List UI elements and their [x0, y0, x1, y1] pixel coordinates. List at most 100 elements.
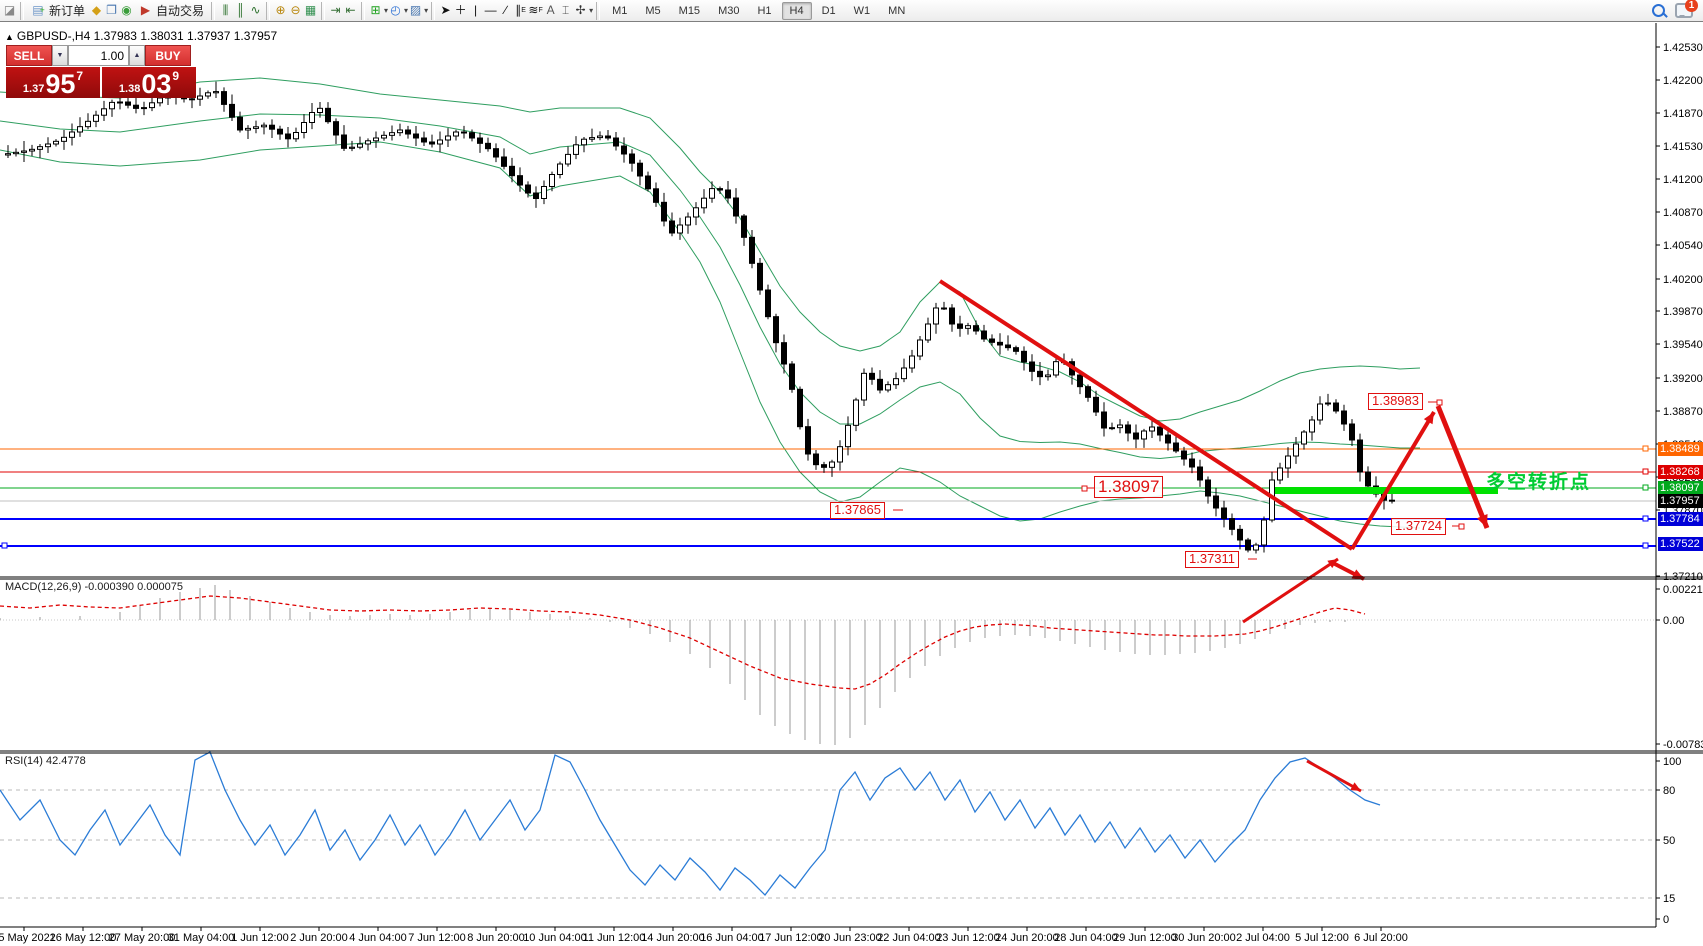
- candlestick: [453, 129, 459, 141]
- volume-increase-button[interactable]: ▲: [129, 45, 145, 66]
- trendline-icon[interactable]: ∕: [504, 3, 507, 17]
- tile-windows-icon[interactable]: ▦: [304, 3, 317, 17]
- date-label: 4 Jun 04:00: [349, 932, 407, 944]
- timeframe-M1[interactable]: M1: [612, 4, 628, 17]
- chart-canvas[interactable]: 1.42530 1.42200 1.41870 1.41530 1.41200 1.408…: [0, 22, 1703, 946]
- indicators-dropdown-arrow[interactable]: ▾: [384, 6, 389, 15]
- line-chart-icon[interactable]: ∿: [250, 3, 261, 17]
- turning-point-note[interactable]: 多空转折点: [1486, 472, 1592, 493]
- timeframe-H1[interactable]: H1: [757, 4, 772, 17]
- chart-shift-icon[interactable]: ⇥: [330, 3, 341, 17]
- timeframe-M15[interactable]: M15: [678, 4, 701, 17]
- search-icon[interactable]: [1652, 4, 1665, 17]
- date-label: 25 May 2021: [0, 932, 56, 944]
- bollinger-middle-band: [0, 113, 1420, 460]
- candlestick: [1157, 423, 1163, 442]
- timeframe-M5[interactable]: M5: [645, 4, 661, 17]
- cursor-icon[interactable]: ➤: [440, 3, 451, 17]
- price-label-1.37865[interactable]: 1.37865: [830, 502, 885, 519]
- candlestick: [925, 317, 931, 343]
- candlestick: [589, 128, 595, 142]
- new-order-button[interactable]: ▤ + 新订单: [27, 1, 89, 21]
- candlestick: [445, 128, 451, 148]
- price-label-1.38983[interactable]: 1.38983: [1368, 393, 1423, 410]
- zoom-in-icon[interactable]: ⊕: [275, 3, 286, 17]
- date-label: 26 May 12:00: [50, 932, 117, 944]
- chat-icon[interactable]: 1: [1675, 0, 1698, 18]
- rsi-tick-label: 80: [1663, 785, 1675, 797]
- shapes-icon[interactable]: ✢: [575, 3, 586, 17]
- candlestick: [621, 137, 627, 163]
- candlestick: [269, 119, 275, 138]
- y-tick-label: 1.39200: [1663, 373, 1703, 385]
- candlestick: [941, 301, 947, 311]
- signals-icon[interactable]: ◉: [121, 3, 132, 17]
- price-label-1.37311[interactable]: 1.37311: [1185, 551, 1240, 568]
- candlestick: [821, 461, 827, 473]
- timeframe-M30[interactable]: M30: [718, 4, 740, 17]
- volume-input[interactable]: [68, 45, 129, 66]
- text-label-icon[interactable]: ⌶: [561, 3, 570, 17]
- date-label: 11 Jun 12:00: [583, 932, 646, 944]
- volume-decrease-button[interactable]: ▼: [52, 45, 68, 66]
- fibonacci-icon[interactable]: ≋ F: [528, 3, 543, 17]
- vertical-line-icon[interactable]: |: [474, 3, 478, 17]
- axis-price-tag-1.38268: 1.38268: [1658, 465, 1703, 479]
- date-label: 8 Jun 20:00: [467, 932, 525, 944]
- channel-icon[interactable]: ∥ E: [515, 3, 526, 17]
- periods-dropdown-arrow[interactable]: ▾: [404, 6, 409, 15]
- sell-button[interactable]: SELL: [6, 45, 52, 66]
- zoom-out-icon[interactable]: ⊖: [290, 3, 301, 17]
- timeframe-H4[interactable]: H4: [781, 1, 812, 20]
- buy-button[interactable]: BUY: [145, 45, 191, 66]
- candlestick: [205, 90, 211, 99]
- ask-price[interactable]: 1.38 03 9: [102, 67, 196, 98]
- shapes-dropdown-arrow[interactable]: ▾: [589, 6, 594, 15]
- horizontal-line-icon[interactable]: —: [484, 3, 497, 17]
- bar-chart-icon[interactable]: ⫼: [222, 3, 229, 17]
- candlestick: [485, 137, 491, 152]
- candlestick: [1045, 369, 1051, 381]
- candlestick: [541, 180, 547, 205]
- timeframe-W1[interactable]: W1: [853, 4, 871, 17]
- date-label: 10 Jun 04:00: [523, 932, 587, 944]
- auto-trading-button[interactable]: ▶ 自动交易: [134, 1, 208, 21]
- axis-price-tag-1.38489: 1.38489: [1658, 442, 1703, 456]
- price-label-1.38097[interactable]: 1.38097: [1094, 476, 1164, 498]
- market-watch-icon[interactable]: ❐: [106, 3, 117, 17]
- open-chart-icon[interactable]: ◪: [3, 3, 16, 17]
- candlestick: [669, 212, 675, 237]
- charts-list-icon[interactable]: ◆: [91, 3, 102, 17]
- price-label-1.37724[interactable]: 1.37724: [1391, 518, 1446, 535]
- candlestick: [725, 181, 731, 204]
- crosshair-icon[interactable]: ＋: [454, 3, 467, 17]
- timeframe-D1[interactable]: D1: [821, 4, 836, 17]
- y-tick-label: 1.39540: [1663, 339, 1703, 351]
- candlestick: [461, 125, 467, 139]
- candlestick: [1253, 542, 1259, 554]
- rsi-tick-label: 100: [1663, 756, 1681, 768]
- auto-scroll-icon[interactable]: ⇤: [345, 3, 356, 17]
- candlestick: [325, 102, 331, 124]
- date-label: 24 Jun 20:00: [995, 932, 1059, 944]
- macd-tick-label: -0.007831: [1663, 739, 1703, 751]
- text-icon[interactable]: A: [546, 3, 555, 17]
- templates-icon[interactable]: ▨: [409, 3, 422, 17]
- templates-dropdown-arrow[interactable]: ▾: [424, 6, 429, 15]
- bid-price[interactable]: 1.37 95 7: [6, 67, 100, 98]
- candlestick: [493, 143, 499, 163]
- candlestick: [93, 110, 99, 128]
- candlestick: [5, 145, 11, 158]
- candlestick-chart-icon[interactable]: ║: [236, 3, 245, 17]
- y-tick-label: 1.37210: [1663, 571, 1703, 583]
- candlestick: [645, 171, 651, 192]
- indicators-icon[interactable]: ⊞: [370, 3, 381, 17]
- candlestick: [1085, 384, 1091, 402]
- periods-icon[interactable]: ◴: [390, 3, 401, 17]
- collapse-arrow-icon[interactable]: ▲: [5, 32, 14, 42]
- date-label: 28 Jun 04:00: [1054, 932, 1118, 944]
- ask-handle: 1.38: [118, 83, 141, 95]
- timeframe-MN[interactable]: MN: [888, 4, 906, 17]
- candlestick: [1005, 335, 1011, 351]
- bollinger-lower-band: [0, 141, 1421, 529]
